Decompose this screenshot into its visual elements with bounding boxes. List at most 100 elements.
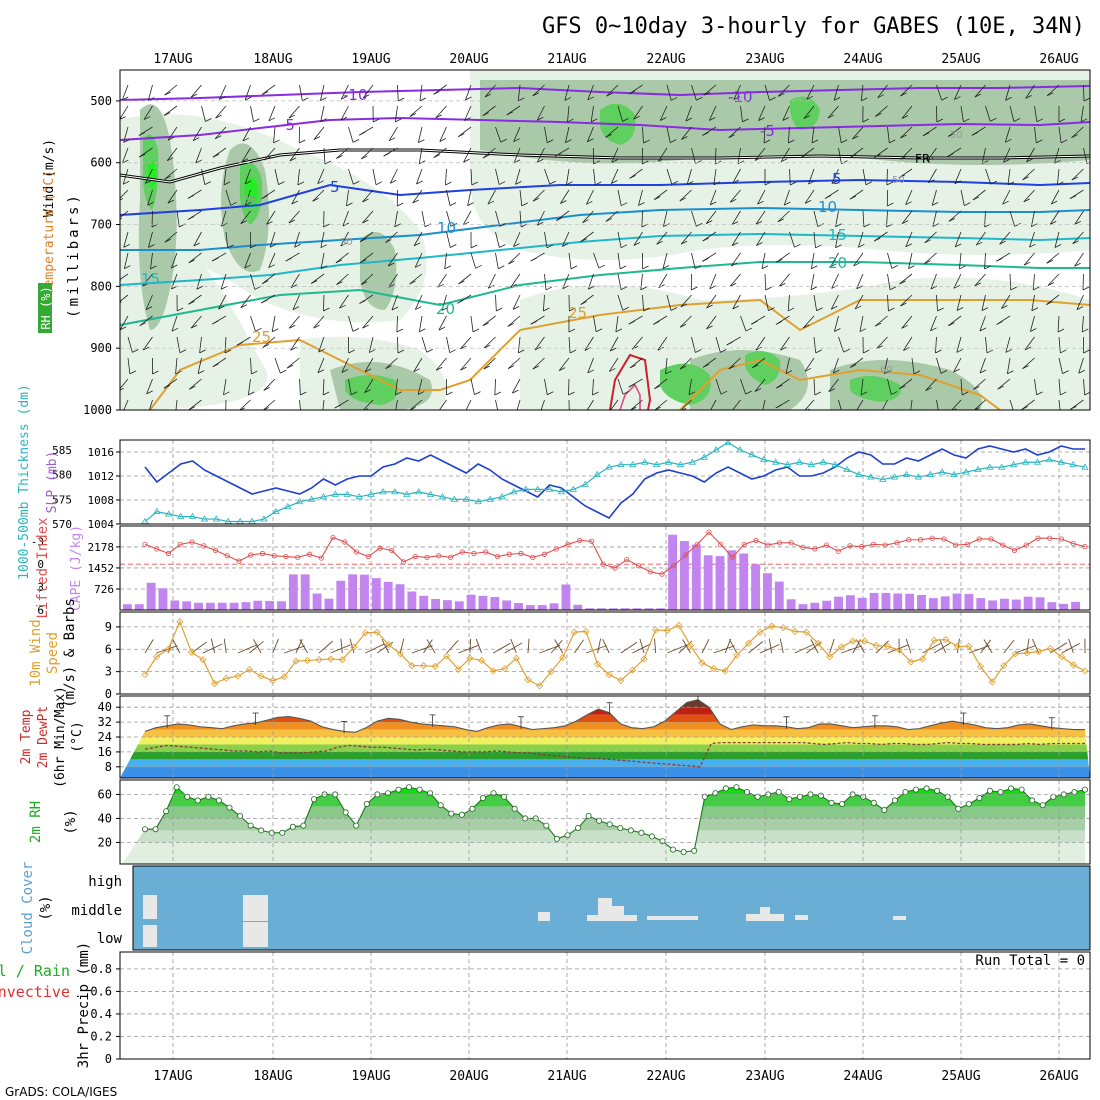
wind-barb-feather xyxy=(348,349,355,354)
wind-barb xyxy=(932,210,937,227)
wind-barb xyxy=(688,378,692,395)
wind-barb xyxy=(419,315,423,332)
wind-barb-feather xyxy=(242,137,250,142)
wind-barb xyxy=(359,252,374,263)
wind-barb xyxy=(261,84,276,95)
wind-barb-feather xyxy=(445,181,452,186)
wind-barb-feather xyxy=(874,322,882,327)
wind-barb xyxy=(423,639,433,654)
wind-speed-marker xyxy=(164,645,172,653)
wind-barb-feather xyxy=(487,200,495,205)
thickness-marker xyxy=(890,473,899,480)
wind-barb-feather xyxy=(1005,97,1012,101)
lifted-index-marker xyxy=(177,541,183,547)
wind-barb xyxy=(708,105,717,121)
wind-barb xyxy=(709,189,717,206)
thickness-marker xyxy=(843,465,851,473)
wind-barb xyxy=(120,294,129,302)
wind-barb xyxy=(732,294,741,310)
wind-barb xyxy=(887,252,893,269)
wind-barb-feather xyxy=(875,113,882,117)
lifted-index-marker xyxy=(859,544,865,550)
wind-speed-marker xyxy=(768,622,776,630)
lifted-index-marker xyxy=(776,540,783,546)
wind-barb-feather xyxy=(713,181,721,186)
temp-band xyxy=(120,714,1090,723)
wind-barb xyxy=(1029,231,1035,248)
wind-barb-feather xyxy=(512,306,520,310)
wind-barb-feather xyxy=(441,307,449,311)
wind-barb xyxy=(536,105,545,121)
wind-barb-feather xyxy=(901,324,908,329)
wind-barb-feather xyxy=(474,391,481,395)
wind-barb xyxy=(310,273,325,284)
wind-barb xyxy=(320,84,325,101)
contour-label-temp: 20 xyxy=(828,254,847,272)
wind-barb-feather xyxy=(289,324,296,329)
wind-barb-feather xyxy=(1003,159,1010,163)
wind-barb xyxy=(830,252,839,268)
wind-barb-feather xyxy=(373,118,380,123)
wind-barb xyxy=(782,105,790,121)
wind-barb-feather xyxy=(236,341,243,346)
cape-bar xyxy=(1059,603,1069,610)
wind-barb xyxy=(348,126,354,143)
wind-barb-feather xyxy=(817,223,824,227)
temp-band xyxy=(120,759,1090,767)
thickness-marker xyxy=(605,463,613,470)
wind-barb-feather xyxy=(499,413,505,416)
wind-barb xyxy=(482,147,496,159)
thickness-marker xyxy=(795,458,804,465)
wind-barb-feather xyxy=(754,157,762,161)
wind-barb xyxy=(810,639,819,654)
wind-barb-feather xyxy=(394,223,401,228)
lifted-index-marker xyxy=(682,552,689,558)
wind-speed-marker xyxy=(965,642,973,650)
wind-barb xyxy=(1032,273,1035,290)
tick-label-thickness: 575 xyxy=(52,493,72,506)
wind-barb xyxy=(1046,84,1060,97)
wind-speed-marker xyxy=(988,678,996,686)
cloud-block xyxy=(243,922,268,947)
wind-barb-feather xyxy=(219,96,226,100)
thickness-marker xyxy=(962,468,970,475)
wind-barb xyxy=(883,357,888,374)
wind-barb-feather xyxy=(633,115,640,120)
wind-barb-feather xyxy=(389,137,396,142)
wind-barb xyxy=(828,378,839,392)
wind-barb xyxy=(544,126,548,143)
temp-band xyxy=(120,744,1090,752)
wind-barb xyxy=(877,84,888,98)
wind-barb-feather xyxy=(362,219,369,224)
wind-barb-feather xyxy=(251,370,258,375)
wind-barb xyxy=(779,273,790,287)
wind-barb-feather xyxy=(852,135,859,140)
rh-marker xyxy=(184,793,191,800)
cape-bar xyxy=(644,608,654,610)
wind-barb xyxy=(1032,638,1039,654)
wind-barb-feather xyxy=(1024,346,1032,351)
wind-barb-feather xyxy=(145,179,152,184)
wind-barb-feather xyxy=(886,181,894,186)
wind-barb-feather xyxy=(996,321,1003,325)
lifted-index-marker xyxy=(671,563,677,569)
wind-speed-marker xyxy=(141,671,149,679)
wind-barb xyxy=(166,147,178,161)
wind-barb xyxy=(835,210,839,227)
cape-bar xyxy=(727,550,737,610)
wind-barb xyxy=(803,105,815,119)
wind-barb-feather xyxy=(595,328,603,333)
lifted-index-marker xyxy=(812,546,818,552)
wind-barb-feather xyxy=(167,157,174,162)
wind-barb-feather xyxy=(939,413,945,416)
cloud-block xyxy=(143,925,157,947)
wind-barb-feather xyxy=(1054,159,1061,164)
wind-barb-feather xyxy=(628,383,635,388)
temp-band xyxy=(120,737,1090,745)
wind-barb xyxy=(318,336,325,353)
wind-barb-feather xyxy=(398,97,405,102)
wind-barb xyxy=(196,273,202,290)
wind-barb xyxy=(761,252,766,269)
wind10m-axis-label: 10m WindSpeed(m/s) & Barbs xyxy=(28,598,78,708)
wind-barb xyxy=(593,168,596,185)
